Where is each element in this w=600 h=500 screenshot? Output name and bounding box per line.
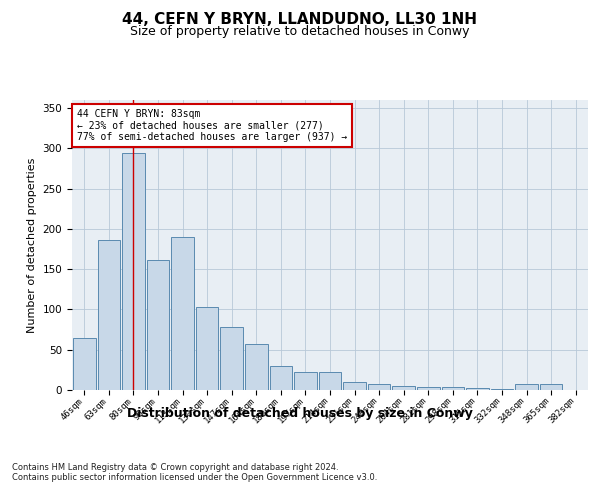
Bar: [515, 384, 538, 390]
Bar: [245, 344, 268, 390]
Bar: [417, 387, 440, 390]
Bar: [220, 327, 243, 390]
Bar: [73, 338, 95, 390]
Bar: [294, 372, 317, 390]
Bar: [98, 240, 120, 390]
Bar: [540, 384, 562, 390]
Bar: [466, 388, 489, 390]
Bar: [319, 372, 341, 390]
Bar: [146, 260, 169, 390]
Bar: [392, 386, 415, 390]
Bar: [442, 387, 464, 390]
Text: Contains HM Land Registry data © Crown copyright and database right 2024.
Contai: Contains HM Land Registry data © Crown c…: [12, 462, 377, 482]
Bar: [269, 366, 292, 390]
Text: 44 CEFN Y BRYN: 83sqm
← 23% of detached houses are smaller (277)
77% of semi-det: 44 CEFN Y BRYN: 83sqm ← 23% of detached …: [77, 108, 347, 142]
Y-axis label: Number of detached properties: Number of detached properties: [27, 158, 37, 332]
Bar: [368, 384, 391, 390]
Text: Size of property relative to detached houses in Conwy: Size of property relative to detached ho…: [130, 25, 470, 38]
Bar: [122, 153, 145, 390]
Bar: [171, 237, 194, 390]
Bar: [196, 307, 218, 390]
Bar: [491, 389, 514, 390]
Bar: [343, 382, 366, 390]
Text: Distribution of detached houses by size in Conwy: Distribution of detached houses by size …: [127, 408, 473, 420]
Text: 44, CEFN Y BRYN, LLANDUDNO, LL30 1NH: 44, CEFN Y BRYN, LLANDUDNO, LL30 1NH: [122, 12, 478, 28]
